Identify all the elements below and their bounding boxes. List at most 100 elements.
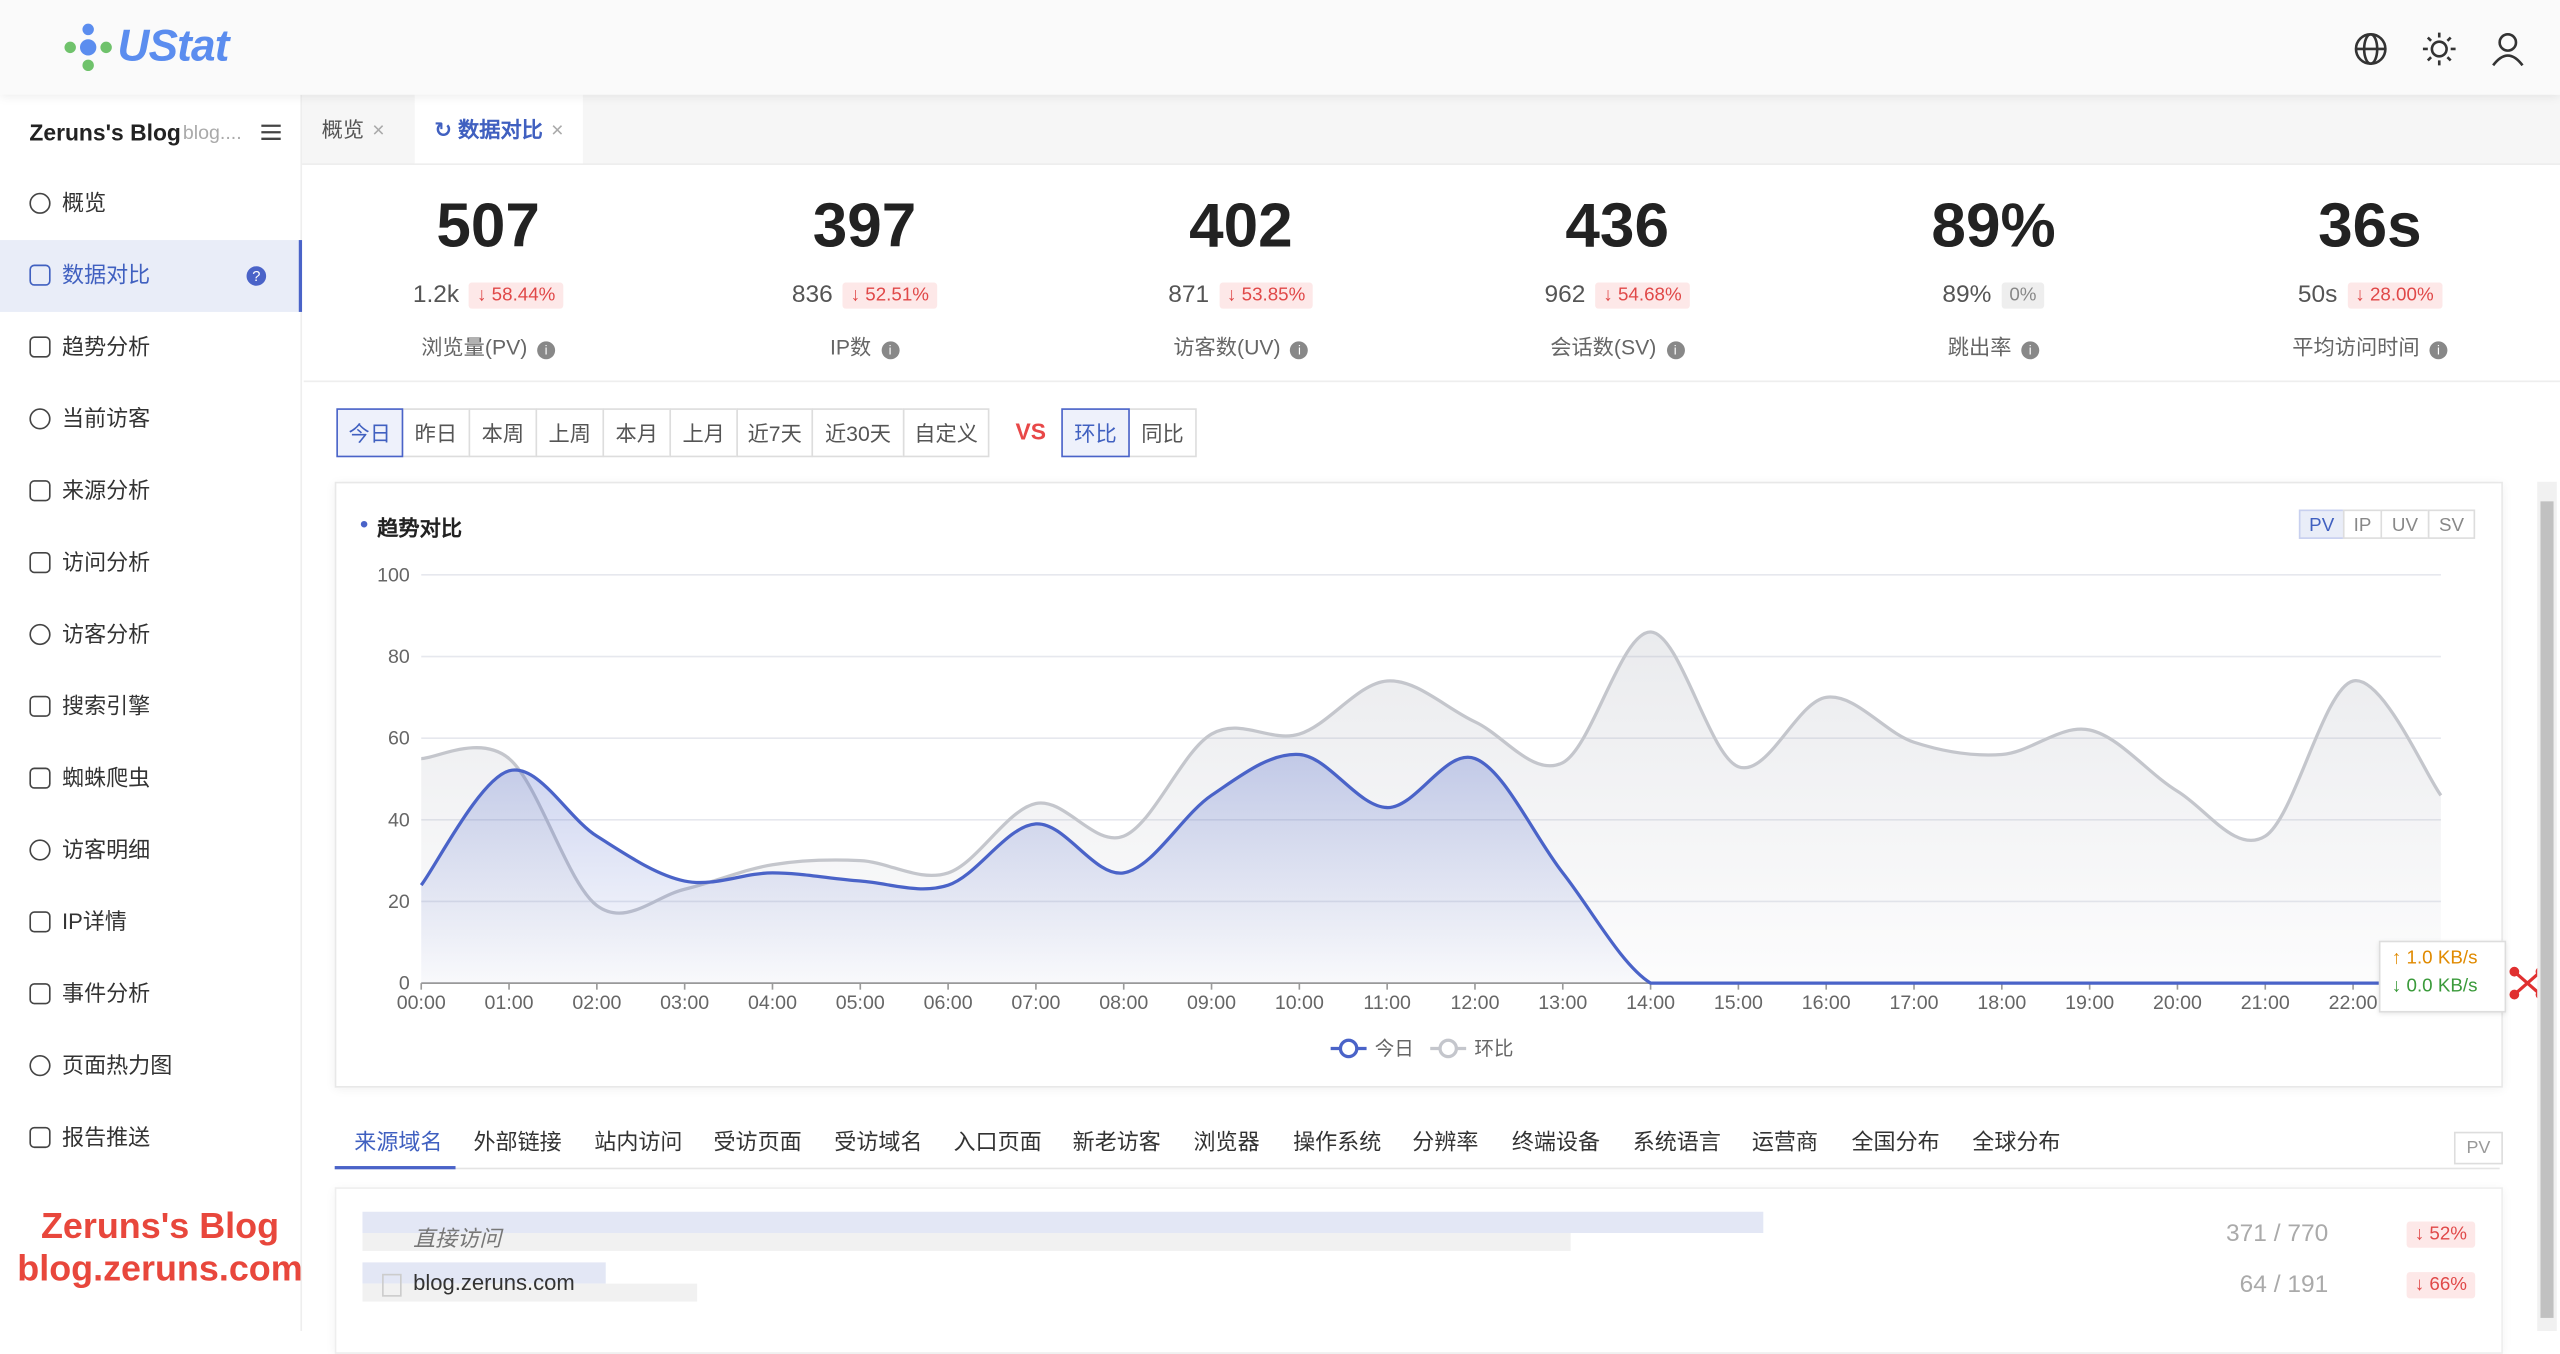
stat-compare: 50s ↓ 28.00% <box>2182 281 2558 309</box>
bottom-tab[interactable]: 全球分布 <box>1972 1130 2061 1155</box>
metric-toggle[interactable]: IP <box>2342 509 2383 539</box>
menu-icon <box>29 839 51 861</box>
help-icon[interactable]: ? <box>246 266 267 286</box>
scroll-thumb[interactable] <box>2540 501 2554 1318</box>
date-button[interactable]: 自定义 <box>902 408 990 458</box>
label-text: IP数 <box>829 334 872 360</box>
legend-label[interactable]: 环比 <box>1474 1038 1513 1060</box>
menu-item[interactable]: 概览 <box>0 168 299 240</box>
label-text: 浏览量(PV) <box>421 334 528 360</box>
stat-value: 36s <box>2318 192 2422 262</box>
y-tick-label: 60 <box>388 728 410 750</box>
bar-compare <box>362 1232 1571 1251</box>
compare-button[interactable]: 环比 <box>1061 408 1130 458</box>
menu-item[interactable]: 蜘蛛爬虫 <box>0 743 299 815</box>
menu-item[interactable]: 趋势分析 <box>0 312 299 384</box>
menu-item[interactable]: 访客明细 <box>0 815 299 887</box>
logo[interactable]: UStat <box>117 21 230 71</box>
stat-label: 浏览量(PV) i <box>300 330 676 361</box>
site-name[interactable]: Zeruns's Blog <box>29 119 181 146</box>
tab[interactable]: 概览 × <box>302 95 404 164</box>
date-button[interactable]: 上月 <box>669 408 738 458</box>
menu-item[interactable]: 当前访客 <box>0 384 299 456</box>
menu-item[interactable]: IP详情 <box>0 887 299 959</box>
stat-card: 436 962 ↓ 54.68% 会话数(SV) i <box>1429 163 1805 380</box>
menu-item[interactable]: 数据对比? <box>0 240 303 312</box>
stat-compare: 871 ↓ 53.85% <box>1053 281 1429 309</box>
y-tick-label: 0 <box>399 973 410 995</box>
x-tick-label: 20:00 <box>2153 992 2202 1014</box>
title-dot <box>360 520 368 528</box>
x-tick-label: 06:00 <box>924 992 973 1014</box>
bottom-tab[interactable]: 操作系统 <box>1293 1130 1382 1155</box>
bottom-tab[interactable]: 站内访问 <box>594 1130 683 1155</box>
bottom-tab[interactable]: 入口页面 <box>953 1130 1042 1155</box>
menu-label: 访问分析 <box>62 550 151 575</box>
bottom-tab[interactable]: 系统语言 <box>1632 1130 1721 1155</box>
compare-value: 871 <box>1168 280 1210 309</box>
stat-value: 507 <box>436 192 540 262</box>
change-badge: ↓ 54.68% <box>1595 282 1690 309</box>
menu-item[interactable]: 访问分析 <box>0 527 299 599</box>
change-badge: ↓ 58.44% <box>468 282 564 309</box>
bottom-tab[interactable]: 浏览器 <box>1193 1130 1260 1155</box>
menu-item[interactable]: 访客分析 <box>0 599 299 671</box>
stat-label: IP数 i <box>677 330 1053 361</box>
x-tick-label: 12:00 <box>1450 992 1499 1014</box>
date-button[interactable]: 本月 <box>602 408 672 458</box>
menu-item[interactable]: 来源分析 <box>0 456 299 528</box>
metric-toggle[interactable]: SV <box>2427 509 2476 539</box>
date-button[interactable]: 今日 <box>336 408 404 458</box>
compare-value: 836 <box>791 280 833 309</box>
row-value: 371 / 770 <box>2226 1220 2328 1248</box>
tab-label: 数据对比 <box>457 117 543 143</box>
site-domain: blog.... <box>182 120 242 144</box>
bottom-tab[interactable]: 分辨率 <box>1412 1130 1479 1155</box>
bottom-tab[interactable]: 受访域名 <box>834 1130 923 1155</box>
menu-item[interactable]: 报告推送 <box>0 1102 299 1174</box>
header-icons[interactable] <box>2351 29 2531 68</box>
date-button[interactable]: 上周 <box>535 408 605 458</box>
menu-icon <box>29 551 51 574</box>
bottom-tab[interactable]: 来源域名 <box>354 1130 443 1155</box>
menu-label: 事件分析 <box>62 981 151 1006</box>
line <box>419 752 2441 985</box>
menu-toggle[interactable] <box>261 124 281 140</box>
bottom-tab[interactable]: 受访页面 <box>713 1130 802 1155</box>
tab[interactable]: ↻ 数据对比 × <box>414 94 584 164</box>
x-tick-label: 17:00 <box>1890 992 1939 1014</box>
metric-toggle[interactable]: UV <box>2380 509 2430 539</box>
bottom-tab[interactable]: 外部链接 <box>473 1130 562 1155</box>
menu-label: 蜘蛛爬虫 <box>62 765 151 791</box>
bottom-tab[interactable]: 终端设备 <box>1511 1130 1601 1155</box>
menu-icon <box>29 911 51 933</box>
change-badge: ↓ 52% <box>2406 1221 2476 1248</box>
date-button[interactable]: 近30天 <box>811 408 905 458</box>
bottom-tab[interactable]: 全国分布 <box>1851 1130 1940 1155</box>
line <box>421 630 2443 915</box>
menu-item[interactable]: 搜索引擎 <box>0 671 299 743</box>
menu-item[interactable]: 事件分析 <box>0 959 299 1031</box>
stat-value: 89% <box>1931 192 2056 262</box>
logo-icon <box>64 23 112 72</box>
metric-tag[interactable]: PV <box>2453 1131 2503 1165</box>
stat-card: 36s 50s ↓ 28.00% 平均访问时间 i <box>2182 163 2558 380</box>
x-tick-label: 18:00 <box>1977 992 2026 1014</box>
value: 371 <box>2226 1219 2267 1248</box>
stat-label: 会话数(SV) i <box>1429 330 1805 361</box>
bottom-tab[interactable]: 运营商 <box>1751 1130 1819 1155</box>
bottom-tab[interactable]: 新老访客 <box>1072 1130 1161 1155</box>
scrollbar[interactable] <box>2537 481 2557 1331</box>
menu-icon <box>29 983 51 1005</box>
menu-label: 来源分析 <box>62 478 151 503</box>
speed-widget: ↑ 1.0 KB/s ↓ 0.0 KB/s <box>2378 940 2507 1013</box>
menu-label: 访客明细 <box>62 837 151 863</box>
menu-label: 当前访客 <box>62 406 151 432</box>
legend-label[interactable]: 今日 <box>1375 1038 1414 1060</box>
legend-marker[interactable] <box>1438 1038 1459 1059</box>
y-tick-label: 20 <box>388 891 410 913</box>
menu-item[interactable]: 页面热力图 <box>0 1030 299 1102</box>
metric-toggle[interactable]: PV <box>2298 509 2345 539</box>
legend-marker[interactable] <box>1338 1038 1359 1059</box>
stat-card: 397 836 ↓ 52.51% IP数 i <box>677 163 1053 380</box>
